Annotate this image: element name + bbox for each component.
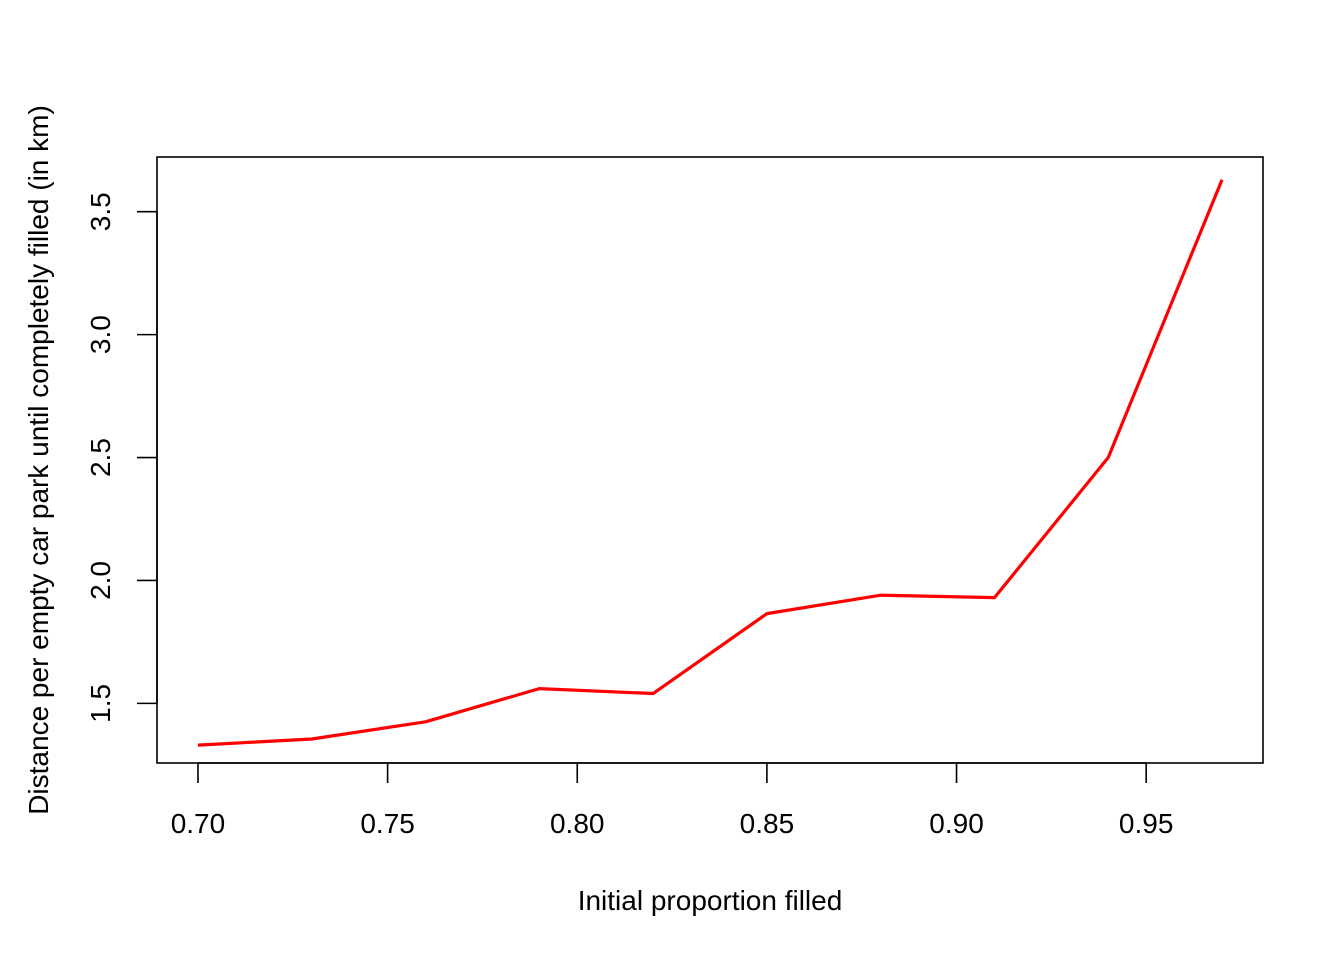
x-axis-title: Initial proportion filled bbox=[578, 885, 843, 916]
y-tick-label: 2.0 bbox=[85, 561, 116, 600]
x-tick-label: 0.95 bbox=[1119, 808, 1174, 839]
y-tick-label: 3.5 bbox=[85, 192, 116, 231]
x-axis: 0.70 0.75 0.80 0.85 0.90 0.95 bbox=[171, 762, 1174, 839]
x-tick-label: 0.90 bbox=[929, 808, 984, 839]
y-axis: 1.5 2.0 2.5 3.0 3.5 bbox=[85, 192, 158, 723]
plot-frame bbox=[156, 156, 1264, 764]
series-line-0 bbox=[197, 179, 1224, 747]
y-tick-label: 3.0 bbox=[85, 315, 116, 354]
y-tick-label: 1.5 bbox=[85, 684, 116, 723]
x-tick-label: 0.70 bbox=[171, 808, 226, 839]
y-tick-label: 2.5 bbox=[85, 438, 116, 477]
x-tick-label: 0.85 bbox=[740, 808, 795, 839]
x-tick-label: 0.75 bbox=[360, 808, 415, 839]
x-tick-label: 0.80 bbox=[550, 808, 605, 839]
y-axis-title: Distance per empty car park until comple… bbox=[23, 105, 54, 815]
series-layer bbox=[197, 179, 1224, 747]
